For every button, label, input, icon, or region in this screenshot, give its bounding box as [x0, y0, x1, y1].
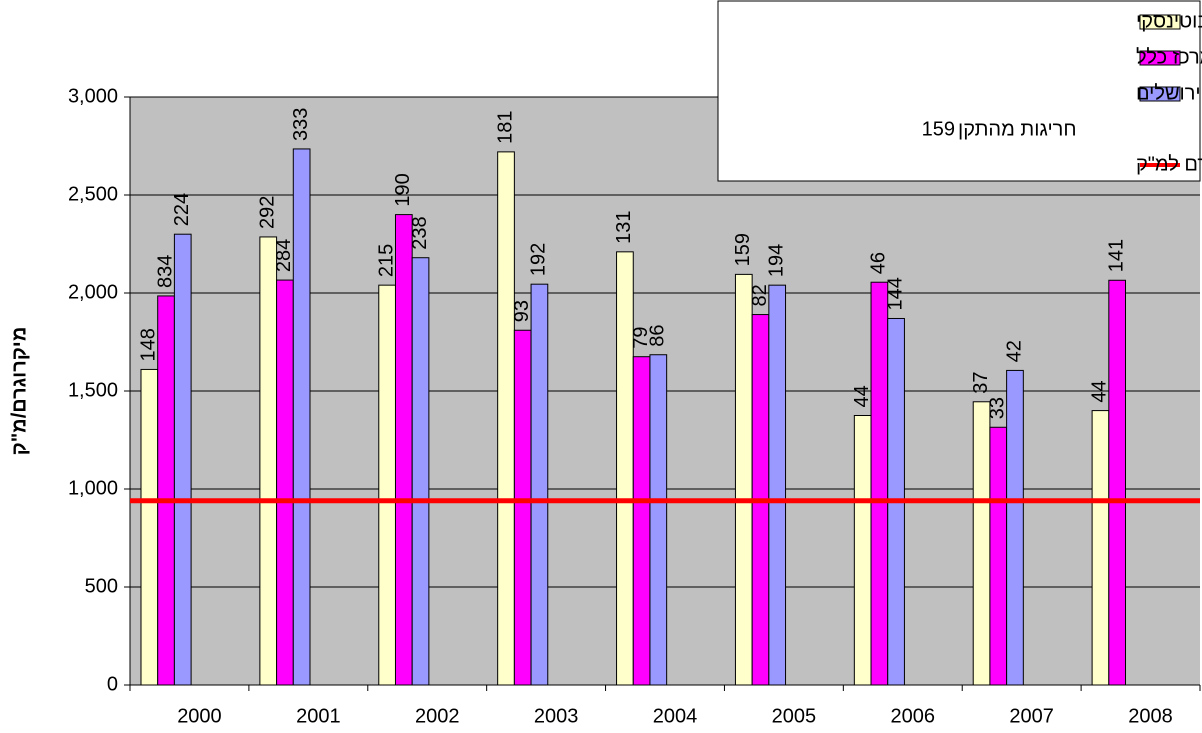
exceedance-label: 215 [375, 244, 397, 277]
x-tick-label: 2000 [177, 705, 222, 727]
legend-swatch [1139, 50, 1181, 66]
exceedance-label: 42 [1003, 340, 1025, 362]
bar [157, 295, 175, 686]
legend-sample: 159 [922, 118, 955, 140]
exceedance-label: 159 [732, 233, 754, 266]
x-tick-label: 2005 [772, 705, 817, 727]
bar [1108, 279, 1127, 686]
exceedance-label: 93 [511, 300, 533, 322]
exceedance-label: 46 [868, 252, 890, 274]
bar [173, 233, 192, 686]
exceedance-label: 86 [647, 324, 669, 346]
y-tick-label: 2,500 [68, 183, 118, 205]
exceedance-label: 37 [970, 372, 992, 394]
bar [734, 273, 753, 686]
y-tick-label: 1,500 [68, 379, 118, 401]
exceedance-label: 192 [528, 243, 550, 276]
legend-swatch [1139, 86, 1181, 102]
bar [292, 148, 311, 686]
bar [276, 279, 294, 686]
bar [497, 151, 515, 686]
exceedance-label: 333 [290, 108, 312, 141]
legend-swatch [1139, 14, 1181, 30]
bar [632, 356, 651, 686]
bar [394, 214, 413, 686]
exceedance-label: 292 [257, 196, 279, 229]
bar [259, 236, 278, 686]
exceedance-label: 131 [613, 210, 635, 243]
legend-label: יפו- שדרות ירושלים [1136, 82, 1202, 104]
bar [378, 284, 396, 686]
bar [870, 281, 889, 686]
legend-label: חריגות מהתקן [958, 118, 1077, 140]
bar [140, 368, 159, 686]
x-tick-label: 2004 [653, 705, 698, 727]
exceedance-label: 144 [884, 277, 906, 310]
x-tick-label: 2002 [415, 705, 460, 727]
y-tick-label: 3,000 [68, 85, 118, 107]
legend-label: תקן חצי-שעתי- 940 מיקרוגרם למ"ק [1136, 153, 1202, 175]
bar [1091, 410, 1110, 686]
x-tick-label: 2006 [891, 705, 936, 727]
bar [513, 329, 532, 686]
bar [649, 354, 668, 686]
y-tick-label: 2,000 [68, 281, 118, 303]
exceedance-label: 82 [749, 284, 771, 306]
bar [411, 257, 430, 686]
bar [616, 251, 634, 686]
exceedance-label: 33 [987, 397, 1009, 419]
x-tick-label: 2001 [296, 705, 341, 727]
exceedance-label: 44 [1089, 380, 1111, 402]
exceedance-label: 284 [273, 239, 295, 272]
exceedance-label: 44 [851, 385, 873, 407]
y-tick-label: 500 [85, 575, 118, 597]
exceedance-label: 181 [494, 111, 516, 144]
bar [853, 415, 872, 686]
legend-label: ירושלים-מרכז כלל [1136, 46, 1202, 68]
exceedance-label: 834 [154, 255, 176, 288]
exceedance-label: 238 [409, 216, 431, 249]
exceedance-label: 148 [138, 328, 160, 361]
exceedance-label: 224 [171, 193, 193, 226]
exceedance-label: 141 [1105, 239, 1127, 272]
bar [1006, 369, 1024, 686]
bar [972, 401, 991, 686]
bar [530, 283, 549, 686]
exceedance-label: 194 [765, 244, 787, 277]
exceedance-label: 190 [392, 173, 414, 206]
x-tick-label: 2007 [1009, 705, 1054, 727]
x-tick-label: 2008 [1128, 705, 1173, 727]
y-axis-label: מיקרוגרם/מ"ק [8, 327, 30, 456]
y-tick-label: 0 [107, 673, 118, 695]
x-tick-label: 2003 [534, 705, 579, 727]
y-tick-label: 1,000 [68, 477, 118, 499]
legend-label: בני ברק- ציר ז'בוטינסקי [1136, 10, 1202, 32]
bar [989, 426, 1008, 686]
exceedance-label: 79 [630, 326, 652, 348]
legend-box [717, 0, 1201, 182]
bar [768, 284, 787, 686]
